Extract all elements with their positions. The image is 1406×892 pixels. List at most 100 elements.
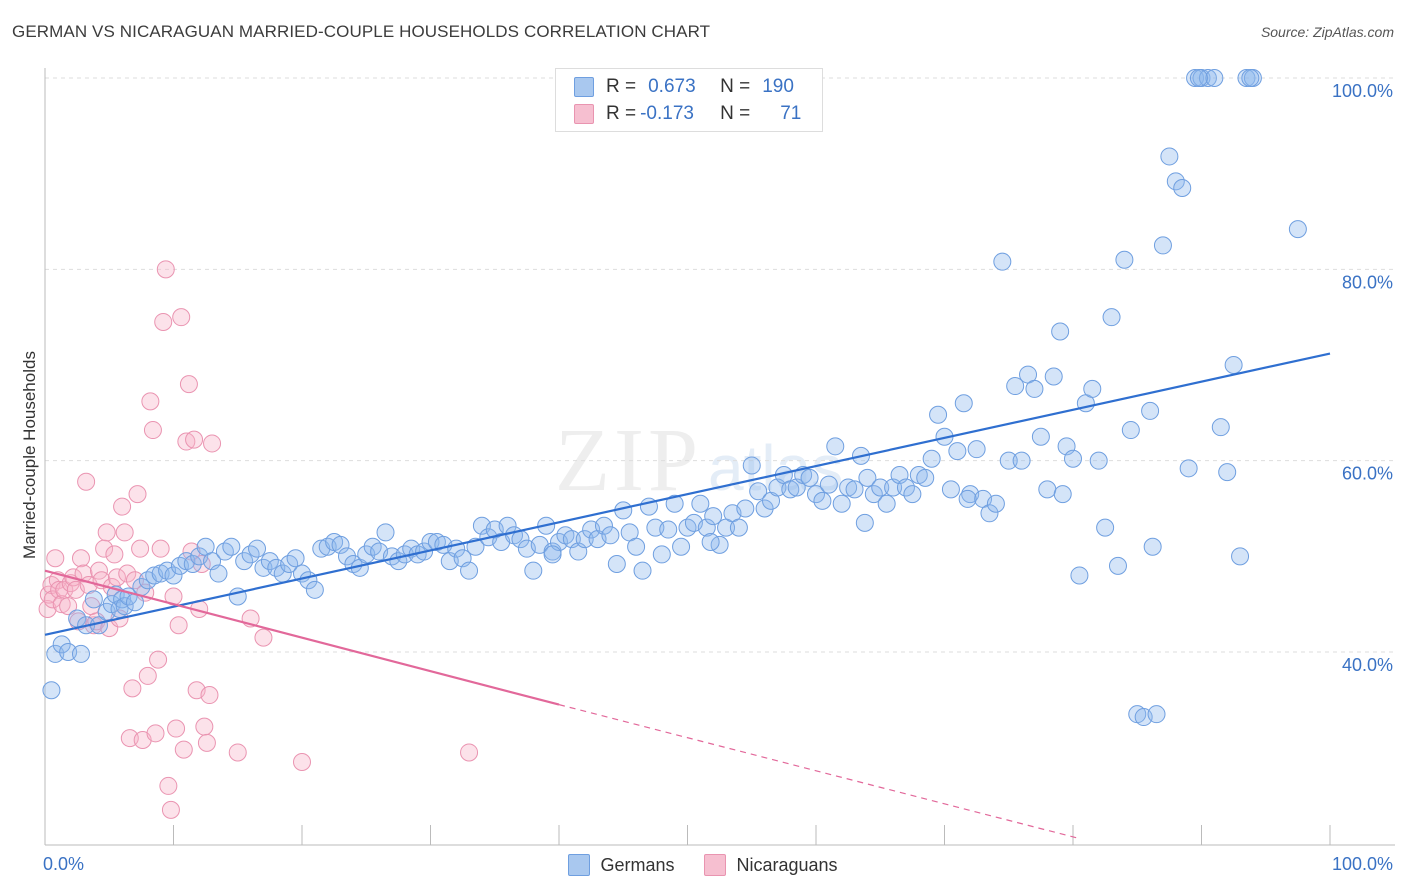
german-point	[832, 494, 851, 513]
german-point	[1031, 427, 1050, 446]
german-point	[1211, 418, 1230, 437]
german-point	[813, 491, 832, 510]
german-point	[954, 394, 973, 413]
y-tick-label: 100.0%	[1332, 81, 1393, 101]
german-point	[916, 468, 935, 487]
german-point	[800, 468, 819, 487]
nicaraguan-point	[154, 312, 173, 331]
y-tick-label: 60.0%	[1342, 464, 1393, 484]
german-point	[1218, 463, 1237, 482]
german-point	[305, 580, 324, 599]
german-point	[807, 485, 825, 504]
german-point	[749, 482, 768, 501]
german-point	[376, 523, 395, 542]
correlation-legend: R = 0.673 N = 190 R = -0.173 N = 71	[555, 68, 823, 132]
german-point	[1237, 69, 1256, 87]
nicaraguan-point	[228, 743, 247, 762]
german-point	[672, 537, 691, 556]
german-point	[929, 405, 948, 424]
nicaraguan-point	[43, 590, 62, 609]
german-point	[543, 545, 562, 564]
german-point	[1121, 421, 1140, 440]
r-label: R =	[606, 76, 637, 97]
german-point	[691, 494, 710, 513]
nicaraguan-point	[177, 432, 196, 451]
tick-labels: 40.0% 60.0% 80.0% 100.0% 0.0% 100.0%	[43, 81, 1393, 874]
chart-title: GERMAN VS NICARAGUAN MARRIED-COUPLE HOUS…	[12, 22, 711, 41]
german-point	[819, 475, 838, 494]
germans-legend-swatch	[568, 854, 591, 876]
nicaraguan-point	[460, 743, 479, 762]
germans-legend-label: Germans	[600, 854, 675, 875]
german-point	[235, 552, 254, 571]
german-point	[1115, 250, 1134, 269]
germans-swatch	[574, 77, 594, 97]
nicaraguan-point	[169, 616, 188, 635]
german-point	[845, 480, 864, 499]
nicaraguan-point	[115, 523, 134, 542]
nicaraguan-point	[146, 724, 165, 743]
nicaraguan-point	[179, 375, 198, 394]
y-axis-label: Married-couple Households	[20, 351, 39, 559]
german-point	[922, 449, 941, 468]
german-point	[1179, 459, 1198, 478]
nicaraguan-point	[159, 776, 178, 795]
y-tick-label: 40.0%	[1342, 655, 1393, 675]
german-point	[1141, 401, 1160, 420]
german-point	[222, 537, 241, 556]
n-label: N =	[720, 103, 751, 124]
nicaraguan-point	[156, 260, 175, 279]
legend-row-nicaraguans: R = -0.173 N = 71	[574, 102, 801, 126]
legend-item-nicaraguans: Nicaraguans	[704, 854, 838, 876]
german-point	[1096, 518, 1115, 537]
legend-item-germans: Germans	[568, 854, 674, 876]
german-point	[1153, 236, 1172, 255]
german-point	[858, 468, 877, 487]
nicaraguan-point	[149, 650, 168, 669]
german-point	[183, 554, 202, 573]
german-point	[337, 547, 356, 566]
german-point	[209, 564, 228, 583]
german-point	[1231, 547, 1250, 566]
german-point	[1053, 485, 1072, 504]
german-point	[575, 530, 594, 549]
nicaraguan-point	[151, 539, 170, 558]
german-point	[607, 554, 626, 573]
german-point	[524, 561, 543, 580]
nicaraguans-trend-extension	[558, 704, 1080, 840]
nicaraguan-point	[105, 545, 124, 564]
nicaraguan-point	[203, 434, 222, 453]
german-point	[967, 440, 986, 459]
nicaraguans-swatch	[574, 104, 594, 124]
nicaraguan-point	[172, 308, 191, 327]
zipatlas-watermark: ZIP atlas	[555, 411, 843, 510]
german-point	[633, 561, 652, 580]
german-point	[331, 535, 350, 554]
germans-trend-line	[44, 352, 1331, 636]
german-point	[701, 532, 720, 551]
german-point	[52, 635, 71, 654]
german-point	[659, 520, 678, 539]
german-point	[871, 478, 890, 497]
german-point	[697, 518, 716, 537]
german-point	[742, 456, 761, 475]
nicaraguans-legend-label: Nicaraguans	[736, 854, 838, 875]
series-legend: Germans Nicaraguans	[0, 850, 1406, 880]
nicaraguan-point	[77, 472, 96, 491]
german-point	[704, 507, 723, 526]
nicaraguan-point	[161, 800, 180, 819]
german-point	[1006, 377, 1025, 396]
german-point	[1089, 451, 1108, 470]
nicaraguan-point	[128, 485, 147, 504]
german-point	[1288, 220, 1307, 239]
nicaraguans-legend-swatch	[704, 854, 727, 876]
german-point	[958, 489, 977, 508]
german-point	[248, 539, 267, 558]
german-point	[839, 478, 858, 497]
german-point	[1070, 566, 1089, 585]
german-point	[260, 552, 279, 571]
nicaraguan-point	[167, 719, 186, 738]
german-point	[1160, 147, 1179, 166]
german-point	[1147, 705, 1166, 724]
